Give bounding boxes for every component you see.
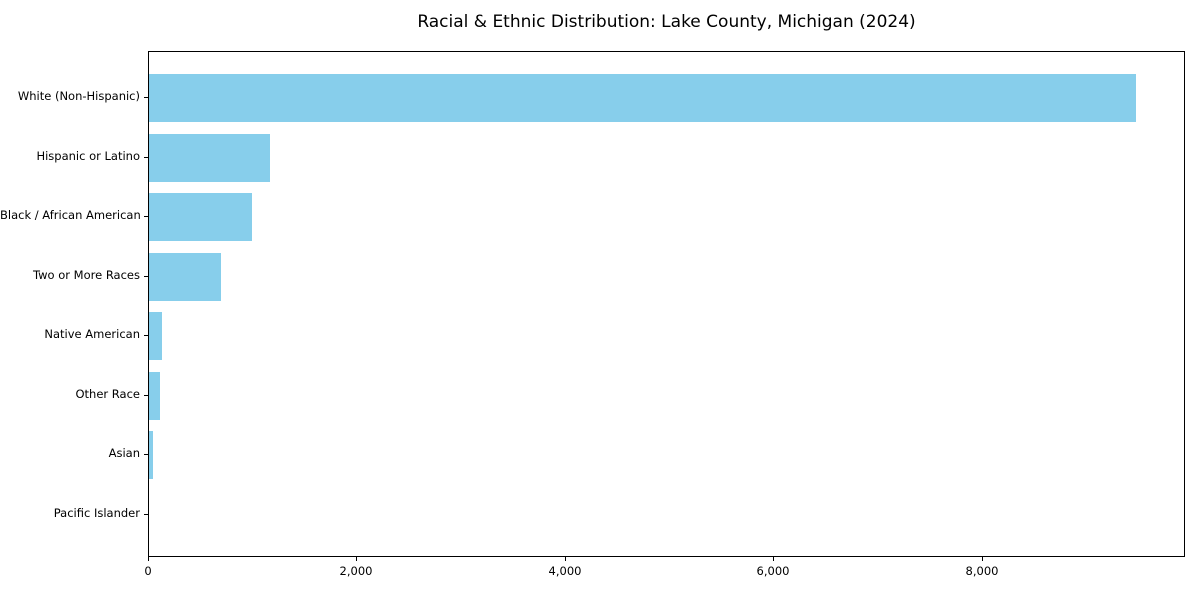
x-tick [148, 557, 149, 561]
y-tick [144, 216, 148, 217]
y-tick [144, 157, 148, 158]
bar-native-american [149, 312, 162, 361]
x-tick [773, 557, 774, 561]
x-tick-label: 6,000 [756, 564, 790, 578]
x-tick-label: 2,000 [339, 564, 373, 578]
y-tick-label: Black / African American [0, 208, 141, 222]
bar-asian [149, 431, 153, 480]
y-tick [144, 335, 148, 336]
y-tick [144, 395, 148, 396]
y-tick-label: Two or More Races [33, 268, 140, 282]
plot-area [148, 51, 1185, 557]
x-tick-label: 8,000 [965, 564, 999, 578]
bar-hispanic-or-latino [149, 133, 270, 182]
x-tick-label: 4,000 [548, 564, 582, 578]
x-tick [982, 557, 983, 561]
bar-other-race [149, 371, 160, 420]
bar-white-non-hispanic [149, 74, 1136, 122]
y-tick-label: Hispanic or Latino [36, 149, 140, 163]
y-tick-label: Other Race [75, 387, 141, 401]
chart-title: Racial & Ethnic Distribution: Lake Count… [417, 12, 916, 32]
bar-two-or-more-races [149, 252, 221, 301]
x-tick [356, 557, 357, 561]
y-tick-label: White (Non-Hispanic) [17, 89, 140, 103]
y-tick-label: Asian [108, 446, 140, 460]
y-tick [144, 514, 148, 515]
y-tick [144, 454, 148, 455]
y-tick [144, 276, 148, 277]
y-tick [144, 97, 148, 98]
x-tick [565, 557, 566, 561]
y-tick-label: Pacific Islander [53, 506, 140, 520]
x-tick-label: 0 [144, 564, 152, 578]
bar-black-african-american [149, 193, 252, 242]
y-tick-label: Native American [44, 327, 140, 341]
